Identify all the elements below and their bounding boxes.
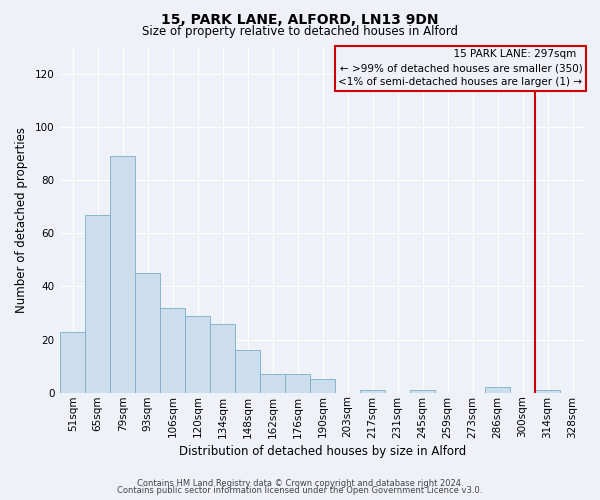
- Bar: [285, 374, 310, 392]
- Bar: [485, 388, 510, 392]
- Bar: [60, 332, 85, 392]
- Text: 15, PARK LANE, ALFORD, LN13 9DN: 15, PARK LANE, ALFORD, LN13 9DN: [161, 12, 439, 26]
- Bar: [135, 273, 160, 392]
- Bar: [235, 350, 260, 393]
- Bar: [360, 390, 385, 392]
- Y-axis label: Number of detached properties: Number of detached properties: [15, 127, 28, 313]
- Text: Size of property relative to detached houses in Alford: Size of property relative to detached ho…: [142, 25, 458, 38]
- Bar: [410, 390, 435, 392]
- Bar: [210, 324, 235, 392]
- Bar: [185, 316, 210, 392]
- Bar: [160, 308, 185, 392]
- Bar: [310, 380, 335, 392]
- Bar: [535, 390, 560, 392]
- Bar: [110, 156, 135, 392]
- Text: 15 PARK LANE: 297sqm  
← >99% of detached houses are smaller (350)
<1% of semi-d: 15 PARK LANE: 297sqm ← >99% of detached …: [338, 49, 583, 87]
- Text: Contains public sector information licensed under the Open Government Licence v3: Contains public sector information licen…: [118, 486, 482, 495]
- Bar: [260, 374, 285, 392]
- X-axis label: Distribution of detached houses by size in Alford: Distribution of detached houses by size …: [179, 444, 466, 458]
- Text: Contains HM Land Registry data © Crown copyright and database right 2024.: Contains HM Land Registry data © Crown c…: [137, 478, 463, 488]
- Bar: [85, 215, 110, 392]
